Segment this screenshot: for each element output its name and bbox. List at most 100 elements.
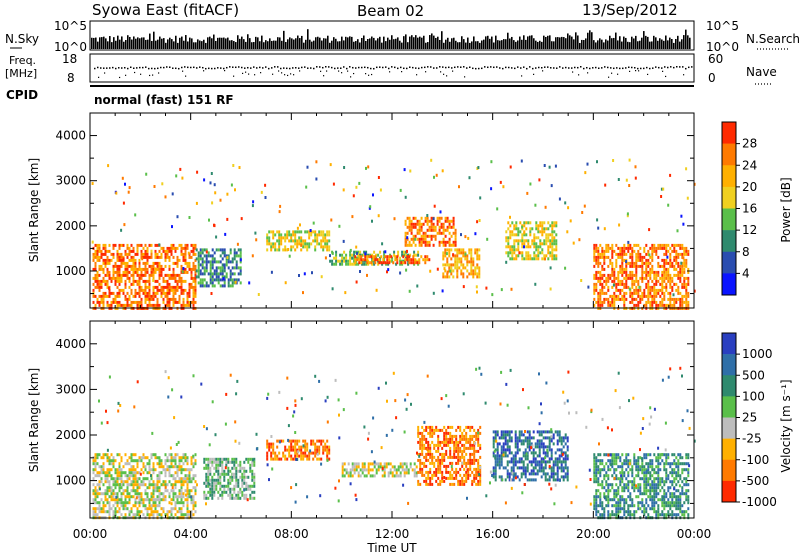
echo-cell <box>140 270 143 274</box>
echo-cell <box>156 513 159 517</box>
echo-cell <box>225 472 228 476</box>
echo-cell <box>440 222 443 226</box>
echo-cell <box>106 279 109 283</box>
echo-cell <box>427 458 430 462</box>
echo-cell <box>500 454 503 458</box>
echo-cell <box>219 198 222 202</box>
echo-cell <box>130 243 133 247</box>
echo-cell <box>566 230 569 234</box>
freq-dot <box>664 66 666 68</box>
echo-cell <box>437 428 440 432</box>
echo-cell <box>377 214 380 218</box>
echo-cell <box>243 466 246 470</box>
echo-cell <box>357 462 360 466</box>
freq-dot <box>649 67 651 70</box>
echo-cell <box>166 252 169 256</box>
echo-cell <box>114 468 117 472</box>
echo-cell <box>623 294 626 298</box>
nsky-bar <box>537 41 539 49</box>
echo-cell <box>405 462 408 466</box>
echo-cell <box>564 266 567 270</box>
echo-cell <box>428 243 431 247</box>
echo-cell <box>160 471 163 475</box>
echo-cell <box>661 258 664 262</box>
echo-cell <box>132 459 135 463</box>
echo-cell <box>667 276 670 280</box>
echo-cell <box>320 242 323 246</box>
echo-cell <box>110 498 113 502</box>
echo-cell <box>94 489 97 493</box>
echo-cell <box>176 495 179 499</box>
echo-cell <box>142 456 145 460</box>
echo-cell <box>126 480 129 484</box>
echo-cell <box>550 184 553 188</box>
echo-cell <box>687 249 690 253</box>
echo-cell <box>464 254 467 258</box>
echo-cell <box>335 259 338 263</box>
echo-cell <box>164 279 167 283</box>
echo-cell <box>316 233 319 237</box>
nsky-bar <box>135 38 137 49</box>
freq-dot <box>334 67 336 70</box>
echo-cell <box>233 251 236 255</box>
nsky-bar <box>187 41 189 49</box>
echo-cell <box>122 257 125 261</box>
echo-cell <box>122 501 125 505</box>
colorbar-swatch <box>722 230 736 253</box>
echo-cell <box>459 467 462 471</box>
echo-cell <box>625 291 628 295</box>
nsky-bar <box>509 38 511 49</box>
echo-cell <box>478 269 481 273</box>
echo-cell <box>164 480 167 484</box>
echo-cell <box>128 270 131 274</box>
nsky-bar <box>397 37 399 49</box>
echo-cell <box>549 245 552 249</box>
nsky-bar <box>141 37 143 49</box>
echo-cell <box>219 266 222 270</box>
echo-cell <box>500 457 503 461</box>
echo-cell <box>476 251 479 255</box>
echo-cell <box>296 242 299 246</box>
echo-cell <box>617 246 620 250</box>
echo-cell <box>531 242 534 246</box>
echo-cell <box>134 513 137 517</box>
echo-cell <box>496 433 499 437</box>
echo-cell <box>410 258 413 262</box>
freq-dot <box>283 67 285 69</box>
echo-cell <box>203 457 206 461</box>
echo-cell <box>601 249 604 253</box>
echo-cell <box>190 249 193 253</box>
echo-cell <box>647 291 650 295</box>
echo-cell <box>549 224 552 228</box>
echo-cell <box>473 455 476 459</box>
echo-cell <box>549 287 552 291</box>
echo-cell <box>178 297 181 301</box>
echo-cell <box>651 297 654 301</box>
echo-cell <box>209 275 212 279</box>
echo-cell <box>201 278 204 282</box>
echo-cell <box>415 474 418 478</box>
nsky-bar <box>199 40 201 49</box>
echo-cell <box>457 446 460 450</box>
echo-cell <box>182 504 185 508</box>
echo-cell <box>118 252 121 256</box>
freq-dot <box>598 67 600 70</box>
freq-dot <box>172 67 174 69</box>
echo-cell <box>391 259 394 263</box>
echo-cell <box>474 232 477 236</box>
echo-cell <box>465 470 468 474</box>
echo-cell <box>500 433 503 437</box>
nsky-bar <box>311 41 313 49</box>
echo-cell <box>118 276 121 280</box>
echo-cell <box>426 255 429 259</box>
echo-cell <box>100 267 103 271</box>
echo-cell <box>445 464 448 468</box>
echo-cell <box>494 469 497 473</box>
freq-dot <box>667 66 669 69</box>
echo-cell <box>235 466 238 470</box>
echo-cell <box>446 270 449 274</box>
echo-cell <box>162 480 165 484</box>
echo-cell <box>631 252 634 256</box>
echo-cell <box>182 246 185 250</box>
echo-cell <box>225 463 228 467</box>
